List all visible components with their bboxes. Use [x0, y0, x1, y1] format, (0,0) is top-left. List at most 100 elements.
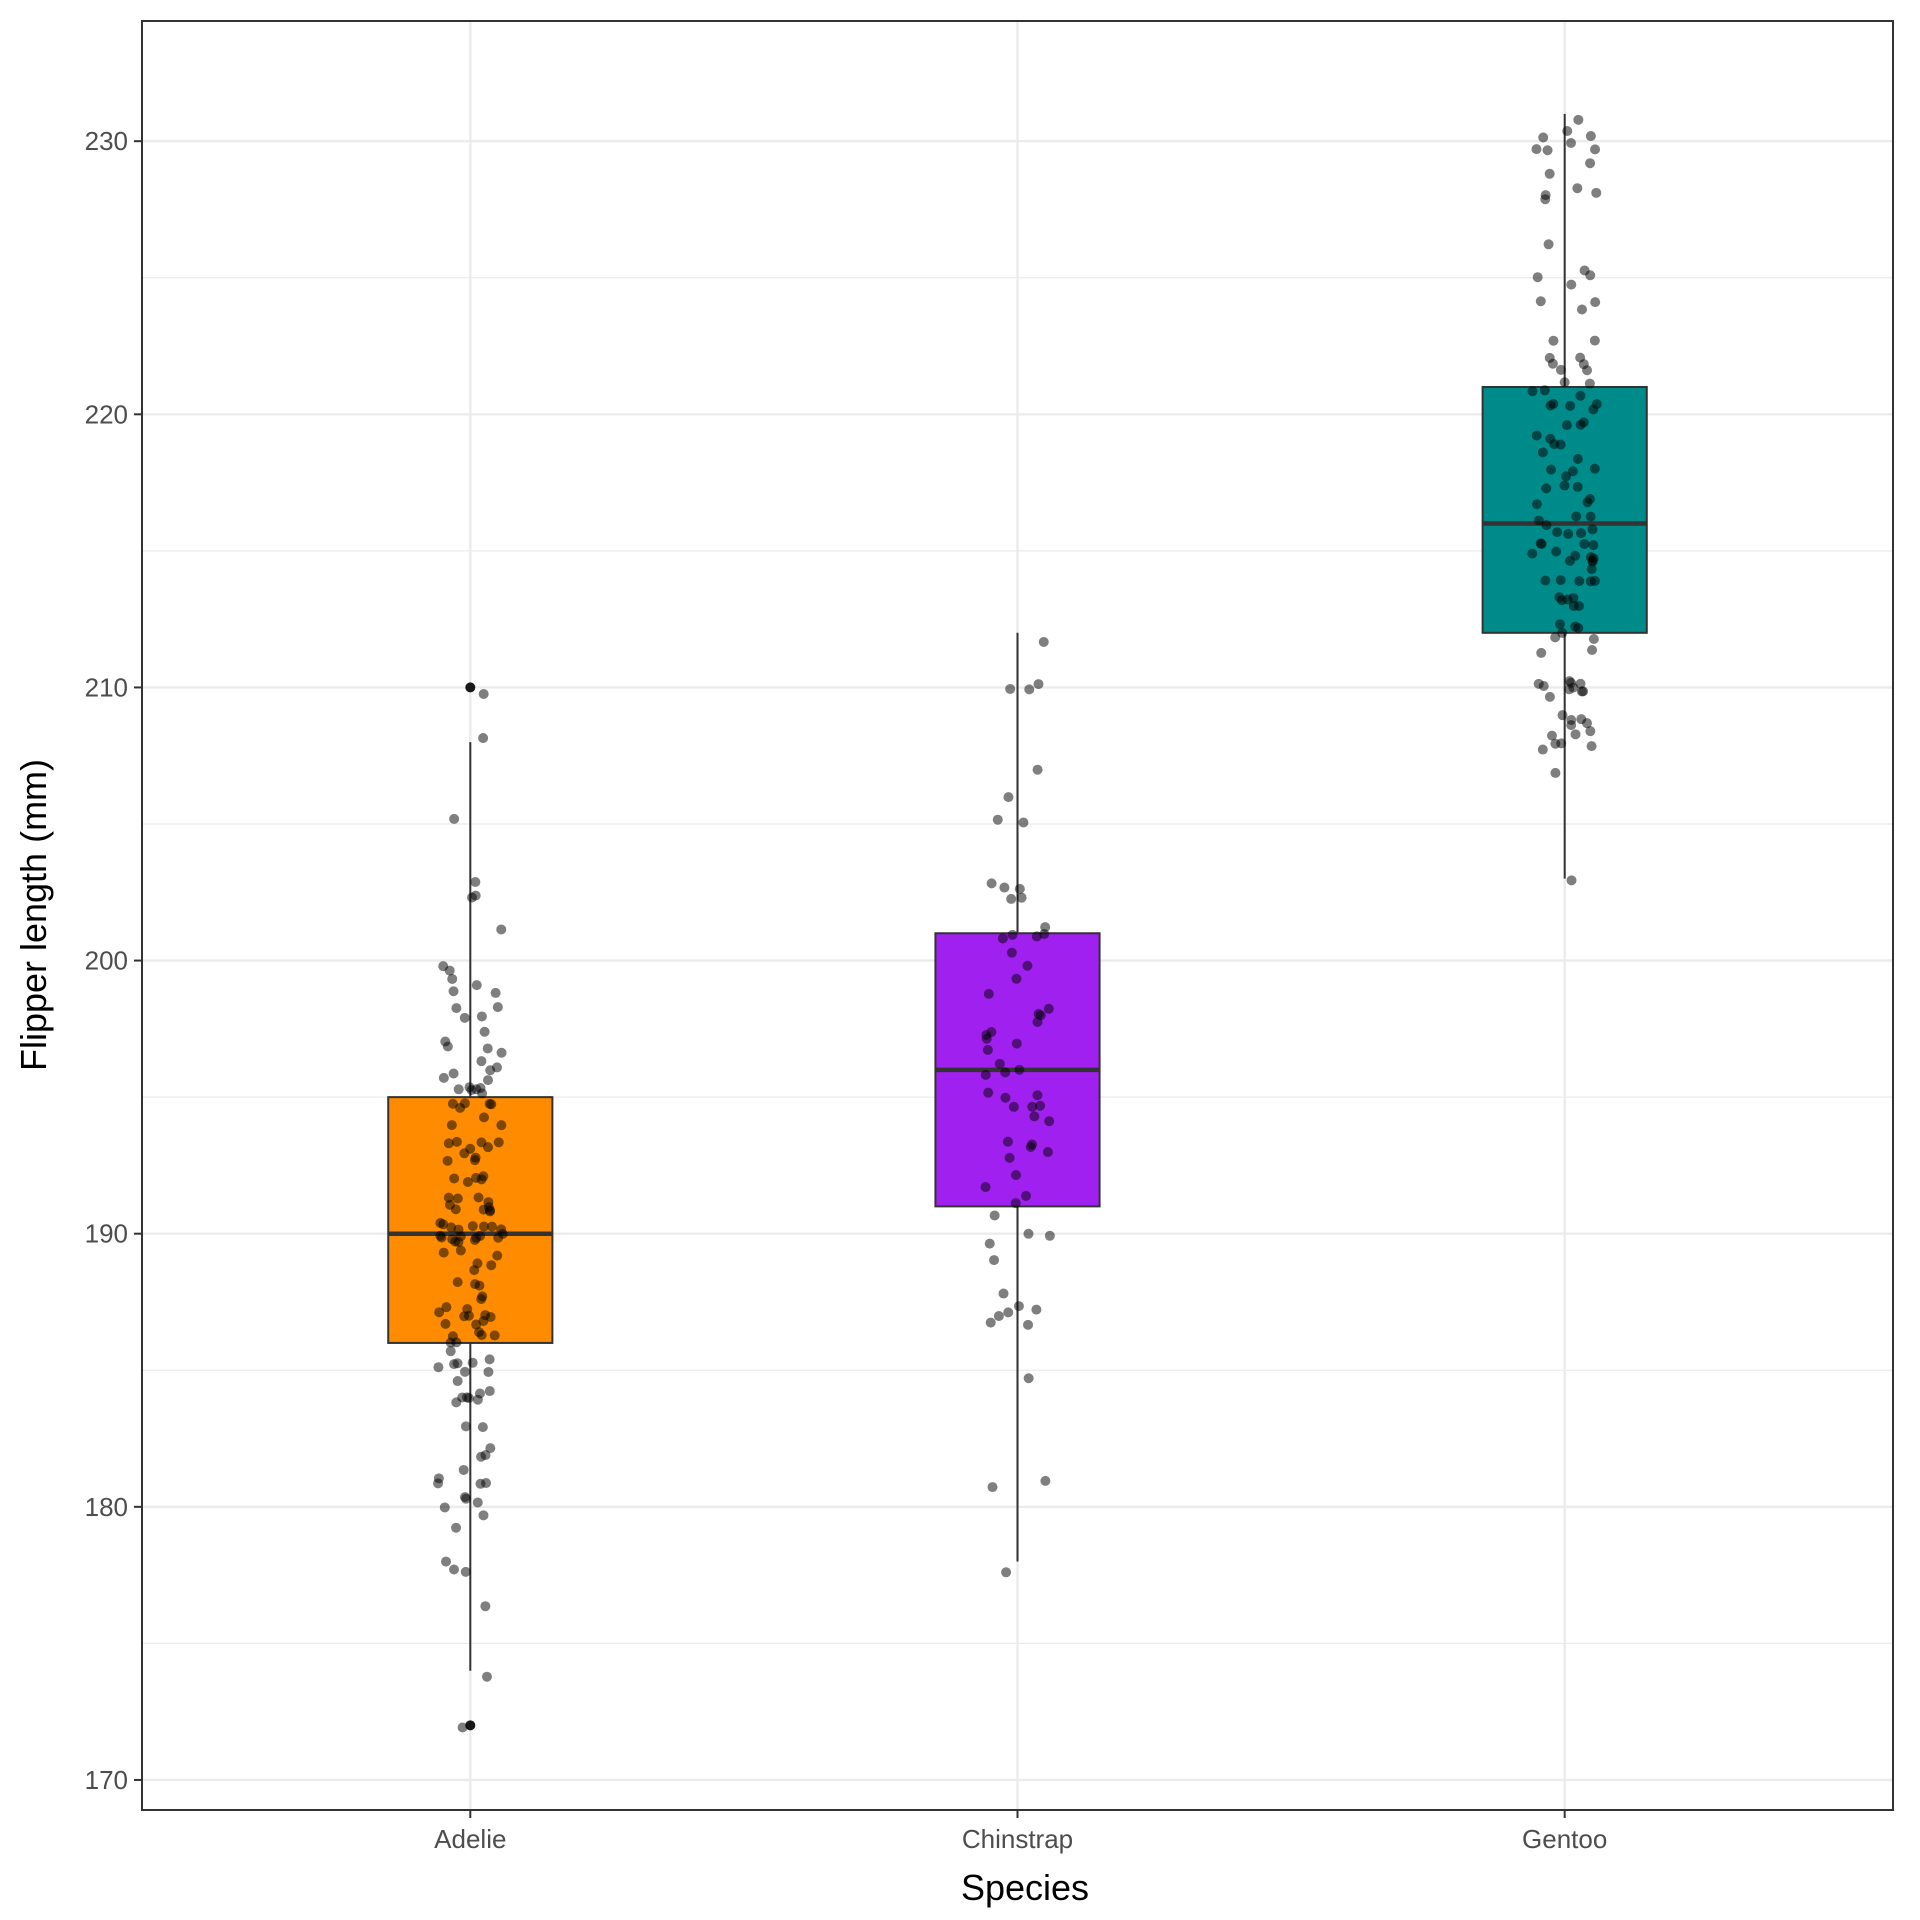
- data-point: [443, 1138, 454, 1149]
- data-point: [1548, 335, 1559, 346]
- data-point: [486, 1260, 497, 1271]
- data-point: [486, 1099, 497, 1110]
- data-point: [476, 1011, 487, 1022]
- data-point: [451, 1522, 462, 1533]
- data-point: [449, 1173, 460, 1184]
- data-point: [1571, 511, 1582, 522]
- data-point: [1568, 600, 1579, 611]
- data-point: [493, 1232, 504, 1243]
- data-point: [1585, 158, 1596, 169]
- data-point: [992, 814, 1003, 825]
- data-point: [1572, 183, 1583, 194]
- data-point: [1591, 399, 1602, 410]
- data-point: [453, 1237, 464, 1248]
- data-point: [440, 1318, 451, 1329]
- data-point: [1000, 1092, 1011, 1103]
- data-point: [1044, 1230, 1055, 1241]
- data-point: [1572, 481, 1583, 492]
- data-point: [1531, 499, 1542, 510]
- data-point: [1541, 483, 1552, 494]
- data-point: [1564, 684, 1575, 695]
- data-point: [1024, 684, 1035, 695]
- y-tick-label: 190: [85, 1219, 128, 1249]
- data-point: [980, 1182, 991, 1193]
- data-point: [1552, 527, 1563, 538]
- data-point: [475, 1082, 486, 1093]
- data-point: [1590, 297, 1601, 308]
- data-point: [1575, 419, 1586, 430]
- data-point: [1023, 1319, 1034, 1330]
- data-point: [1540, 190, 1551, 201]
- data-point: [440, 1036, 451, 1047]
- x-axis-title: Species: [961, 1867, 1089, 1908]
- data-point: [1042, 1147, 1053, 1158]
- data-point: [493, 1137, 504, 1148]
- data-point: [997, 933, 1008, 944]
- data-point: [1032, 1016, 1043, 1027]
- data-point: [1557, 710, 1568, 721]
- data-point: [1582, 718, 1593, 729]
- data-point: [455, 1102, 466, 1113]
- data-point: [1544, 352, 1555, 363]
- data-point: [1033, 1008, 1044, 1019]
- data-point: [449, 1359, 460, 1370]
- data-point: [433, 1362, 444, 1373]
- x-tick-label: Chinstrap: [962, 1824, 1073, 1854]
- data-point: [1559, 480, 1570, 491]
- data-point: [1035, 1100, 1046, 1111]
- data-point: [1043, 1003, 1054, 1014]
- data-point: [452, 1277, 463, 1288]
- data-point: [1576, 528, 1587, 539]
- outlier-point: [465, 1720, 476, 1731]
- data-point: [1559, 377, 1570, 388]
- data-point: [459, 1311, 470, 1322]
- data-point: [1014, 883, 1025, 894]
- data-point: [1038, 636, 1049, 647]
- data-point: [998, 1288, 1009, 1299]
- data-point: [476, 1137, 487, 1148]
- data-point: [483, 1197, 494, 1208]
- data-point: [460, 1421, 471, 1432]
- data-point: [1585, 576, 1596, 587]
- data-point: [448, 986, 459, 997]
- data-point: [1531, 144, 1542, 155]
- data-point: [983, 1087, 994, 1098]
- data-point: [1542, 145, 1553, 156]
- data-point: [463, 1393, 474, 1404]
- data-point: [478, 1221, 489, 1232]
- jitter-points: [433, 114, 1602, 1733]
- data-point: [1574, 576, 1585, 587]
- data-point: [993, 1311, 1004, 1322]
- data-point: [1579, 538, 1590, 549]
- data-point: [441, 1556, 452, 1567]
- data-point: [1572, 453, 1583, 464]
- box-body: [387, 1096, 554, 1344]
- data-point: [471, 1172, 482, 1183]
- data-point: [989, 1210, 1000, 1221]
- data-point: [1546, 730, 1557, 741]
- data-point: [1003, 1307, 1014, 1318]
- data-point: [451, 1337, 462, 1348]
- data-point: [1540, 575, 1551, 586]
- data-point: [496, 1120, 507, 1131]
- data-point: [1562, 125, 1573, 136]
- data-point: [1586, 741, 1597, 752]
- data-point: [469, 1155, 480, 1166]
- data-point: [489, 1330, 500, 1341]
- data-point: [476, 1451, 487, 1462]
- data-point: [1029, 1111, 1040, 1122]
- data-point: [484, 1386, 495, 1397]
- data-point: [1570, 729, 1581, 740]
- data-point: [1546, 464, 1557, 475]
- data-point: [1023, 1373, 1034, 1384]
- data-point: [1011, 973, 1022, 984]
- y-tick-label: 230: [85, 126, 128, 156]
- data-point: [1585, 511, 1596, 522]
- data-point: [1555, 364, 1566, 375]
- data-point: [980, 1069, 991, 1080]
- box-adelie: [387, 682, 554, 1731]
- data-point: [1544, 691, 1555, 702]
- data-point: [1573, 114, 1584, 125]
- data-point: [479, 1026, 490, 1037]
- data-point: [466, 892, 477, 903]
